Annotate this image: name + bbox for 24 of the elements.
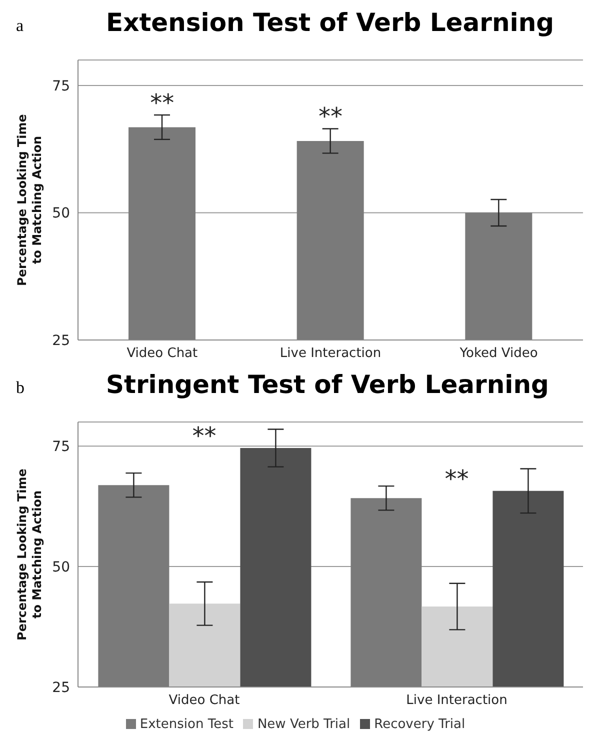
y-tick-label: 75: [52, 439, 70, 456]
chart-title: Extension Test of Verb Learning: [106, 8, 554, 37]
x-tick-label: Live Interaction: [280, 346, 382, 362]
text: b: [15, 378, 26, 398]
annotation: **: [192, 422, 216, 450]
annotation: **: [150, 88, 174, 117]
legend-label: New Verb Trial: [257, 717, 350, 732]
annotation: **: [444, 464, 469, 493]
y-tick-label: 75: [52, 78, 70, 94]
legend-label: Recovery Trial: [374, 717, 466, 732]
chart-title: Stringent Test of Verb Learning: [106, 370, 549, 399]
x-tick-label: Yoked Video: [458, 346, 538, 362]
legend-label: Extension Test: [140, 717, 234, 732]
x-tick-label: Video Chat: [168, 693, 240, 708]
y-tick-label: 25: [52, 332, 70, 349]
x-tick-label: Live Interaction: [406, 693, 508, 708]
text: a: [15, 16, 25, 36]
y-axis-title: Percentage Looking Time to Matching Action: [15, 114, 44, 286]
x-tick-label: Video Chat: [126, 346, 198, 362]
annotation: **: [318, 102, 342, 131]
y-tick-label: 50: [52, 560, 70, 576]
y-tick-label: 25: [52, 680, 70, 696]
y-axis-title: Percentage Looking Time to Matching Action: [15, 468, 44, 640]
y-tick-label: 50: [52, 206, 70, 222]
